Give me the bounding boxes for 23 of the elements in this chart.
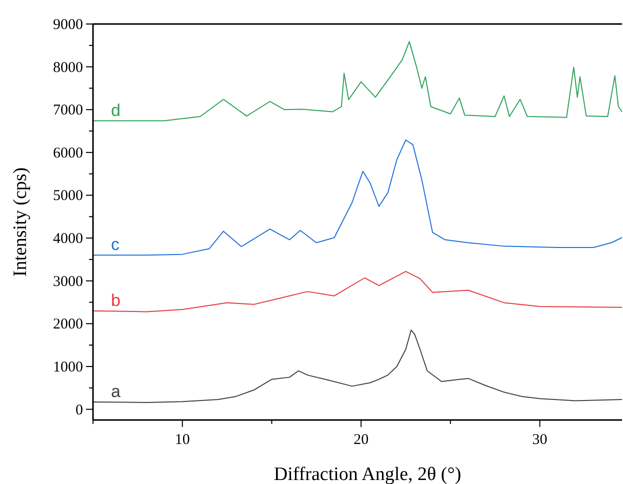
x-axis-title: Diffraction Angle, 2θ (°): [274, 464, 462, 484]
y-tick-label: 7000: [53, 102, 83, 119]
series-label: d: [111, 100, 120, 120]
y-tick-label: 0: [76, 402, 83, 418]
line-series: [92, 330, 622, 403]
y-tick-label: 9000: [53, 17, 83, 33]
y-tick-label: 5000: [53, 188, 83, 204]
series-label: b: [111, 290, 120, 310]
y-tick-label: 2000: [53, 316, 83, 333]
x-tick-label: 30: [532, 432, 548, 448]
line-series: [92, 41, 622, 122]
series-label: a: [111, 382, 121, 402]
y-tick-label: 4000: [53, 231, 83, 248]
y-tick-label: 1000: [53, 359, 83, 376]
series-label: c: [111, 235, 120, 254]
y-tick-label: 3000: [53, 274, 83, 290]
y-tick-label: 6000: [53, 145, 83, 162]
x-tick-label: 20: [354, 432, 369, 448]
y-tick-label: 8000: [53, 60, 83, 76]
line-series: [92, 270, 622, 312]
x-tick-label: 10: [174, 432, 190, 448]
y-axis-title: Intensity (cps): [10, 167, 31, 277]
line-series: [92, 140, 622, 256]
